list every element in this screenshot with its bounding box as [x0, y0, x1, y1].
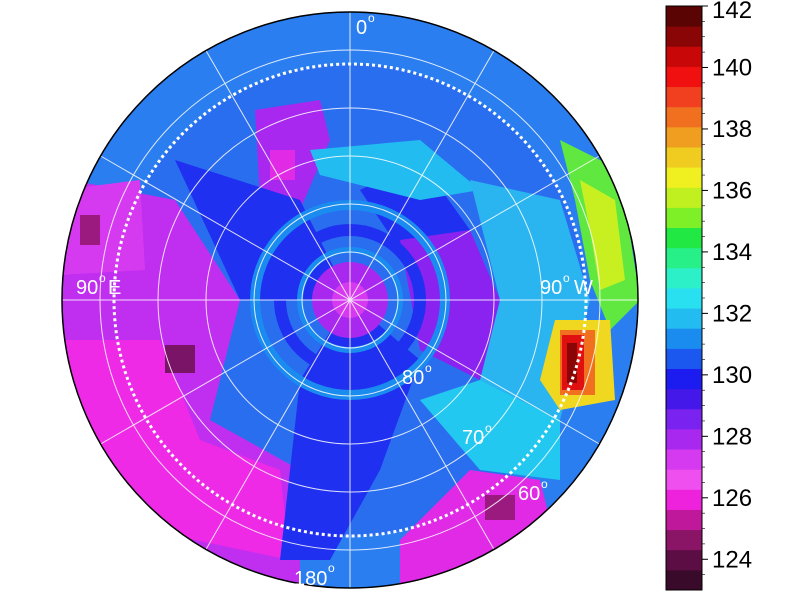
colorbar-tick-label: 142: [712, 0, 752, 24]
colorbar-tick-label: 130: [712, 362, 752, 389]
colorbar-swatch: [666, 569, 702, 591]
colorbar-swatch: [666, 368, 702, 390]
label-south-degree: o: [328, 561, 335, 575]
colorbar-swatch: [666, 86, 702, 108]
colorbar-swatch: [666, 509, 702, 531]
map-hotspot-dark-magenta-1: [165, 345, 195, 373]
colorbar-swatch: [666, 207, 702, 229]
colorbar-swatch: [666, 408, 702, 430]
colorbar-swatch: [666, 348, 702, 369]
colorbar-tick-label: 126: [712, 485, 752, 512]
colorbar-swatch: [666, 167, 702, 188]
label-west-dir: W: [574, 277, 593, 299]
colorbar-swatch: [666, 66, 702, 88]
colorbar-swatch: [666, 529, 702, 551]
colorbar-swatch: [666, 46, 702, 67]
colorbar-swatch: [666, 388, 702, 410]
colorbar-tick-label: 140: [712, 54, 752, 81]
colorbar-tick-label: 138: [712, 116, 752, 143]
label-lat-80: 80: [402, 367, 424, 389]
label-lat-70: 70: [462, 427, 484, 449]
colorbar-swatches: [666, 6, 702, 591]
colorbar-swatch: [666, 428, 702, 450]
map-outline: [61, 11, 639, 589]
map-labels: 0 o 90 o E 90 o W 180 o 80 o 70 o 60 o: [76, 11, 593, 590]
colorbar-swatch: [666, 489, 702, 510]
label-east-degree: o: [99, 271, 106, 285]
colorbar-tick-label: 124: [712, 546, 752, 573]
colorbar-swatch: [666, 247, 702, 269]
colorbar-swatch: [666, 26, 702, 47]
map-graticule: [62, 12, 638, 588]
meridian-line: [205, 50, 495, 550]
colorbar-swatch: [666, 6, 702, 27]
colorbar-swatch: [666, 328, 702, 349]
colorbar-swatch: [666, 308, 702, 329]
colorbar-swatch: [666, 227, 702, 249]
label-north: 0: [356, 17, 367, 39]
label-west-degree: o: [563, 271, 570, 285]
map-region-purple-east: [400, 230, 500, 380]
label-east: 90: [76, 277, 98, 299]
map-region-cyan-north: [310, 140, 480, 200]
label-lat-60-degree: o: [541, 477, 548, 491]
colorbar-swatch: [666, 146, 702, 168]
map-region-pink-northwest: [62, 180, 145, 275]
colorbar-swatch: [666, 449, 702, 470]
map-region-blue-center: [175, 160, 350, 300]
colorbar: 124 126 128 130 132 134 136 138 140 142: [665, 0, 752, 591]
label-lat-80-degree: o: [425, 361, 432, 375]
colorbar-tick-label: 132: [712, 300, 752, 327]
colorbar-ticks: 124 126 128 130 132 134 136 138 140 142: [702, 0, 752, 575]
label-west: 90: [540, 277, 562, 299]
map-dashed-circle: [112, 62, 588, 538]
colorbar-swatch: [666, 469, 702, 490]
colorbar-swatch: [666, 287, 702, 309]
label-north-degree: o: [368, 11, 375, 25]
label-lat-60: 60: [518, 483, 540, 505]
colorbar-swatch: [666, 267, 702, 289]
colorbar-swatch: [666, 106, 702, 128]
colorbar-swatch: [666, 549, 702, 571]
label-east-dir: E: [108, 277, 121, 299]
label-lat-70-degree: o: [485, 421, 492, 435]
colorbar-tick-label: 136: [712, 177, 752, 204]
colorbar-swatch: [666, 126, 702, 148]
label-south: 180: [294, 568, 327, 590]
colorbar-tick-label: 128: [712, 423, 752, 450]
colorbar-swatch: [666, 187, 702, 208]
map-hotspot-dark-magenta-2: [80, 215, 100, 245]
colorbar-tick-label: 134: [712, 239, 752, 266]
